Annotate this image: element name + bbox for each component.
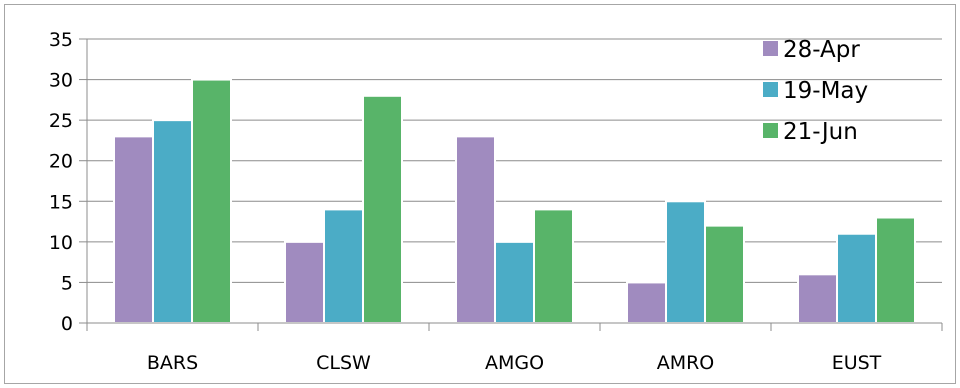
x-tick-label: AMRO xyxy=(657,352,715,374)
legend-label: 21-Jun xyxy=(783,119,858,145)
bar-eust-19-may xyxy=(836,232,877,324)
bar-clsw-21-jun xyxy=(362,94,403,324)
bar-bars-19-may xyxy=(152,119,193,325)
legend-swatch-19-may xyxy=(763,82,778,97)
bar-amgo-19-may xyxy=(494,240,535,325)
x-tick-label: CLSW xyxy=(316,352,371,374)
y-tick-label: 15 xyxy=(49,191,73,213)
x-tick-label: AMGO xyxy=(485,352,544,374)
x-tick-label: EUST xyxy=(832,352,882,374)
bar-amro-19-may xyxy=(665,200,706,325)
bar-eust-21-jun xyxy=(875,216,916,324)
chart-frame: 0 5 10 15 20 25 30 35 BARS CLSW AMGO AMRO EUST 28-Ap… xyxy=(4,4,956,384)
bar-amgo-28-apr xyxy=(455,135,496,324)
bar-amro-21-jun xyxy=(704,224,745,324)
legend-swatch-21-jun xyxy=(763,123,778,138)
y-tick-label: 30 xyxy=(49,70,73,92)
y-tick-label: 10 xyxy=(49,232,73,254)
bar-clsw-19-may xyxy=(323,208,364,324)
bar-bars-21-jun xyxy=(191,78,232,324)
legend: 28-Apr 19-May 21-Jun xyxy=(763,37,868,145)
x-tick-label: BARS xyxy=(147,352,198,374)
bar-amro-28-apr xyxy=(626,281,667,324)
y-tick-label: 35 xyxy=(49,29,73,51)
y-tick-label: 0 xyxy=(61,313,73,335)
bar-eust-28-apr xyxy=(797,273,838,325)
bar-amgo-21-jun xyxy=(533,208,574,324)
y-tick-label: 20 xyxy=(49,151,73,173)
legend-label: 28-Apr xyxy=(783,37,860,63)
legend-label: 19-May xyxy=(783,78,868,104)
bar-clsw-28-apr xyxy=(284,240,325,325)
axes: 0 5 10 15 20 25 30 35 BARS CLSW AMGO AMRO EUST xyxy=(49,29,943,374)
bar-bars-28-apr xyxy=(113,135,154,324)
bars xyxy=(113,78,916,325)
y-tick-label: 5 xyxy=(61,272,73,294)
legend-swatch-28-apr xyxy=(763,41,778,56)
y-tick-label: 25 xyxy=(49,110,73,132)
bar-chart: 0 5 10 15 20 25 30 35 BARS CLSW AMGO AMRO EUST 28-Ap… xyxy=(49,29,943,374)
